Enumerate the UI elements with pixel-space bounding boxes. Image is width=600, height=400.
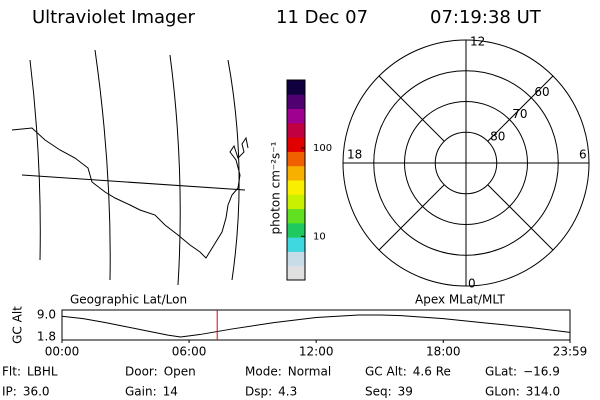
polar-diagonal [487,184,554,251]
color-band [287,151,305,167]
field-value: 39 [398,385,413,399]
y-tick-label: 9.0 [37,308,56,322]
map-label: Apex MLat/MLT [415,293,505,307]
color-band [287,222,305,238]
field-value: 36.0 [23,385,50,399]
field-value: LBHL [27,365,58,379]
color-band [287,208,305,224]
colorbar-tick-label: 10 [313,231,326,242]
y-tick-label: 1.8 [37,330,56,344]
field-value: −16.9 [523,365,560,379]
map [11,49,249,286]
colorbar-tick-label: 100 [313,143,332,154]
color-band [287,108,305,124]
field-value: 314.0 [526,385,560,399]
color-band [287,122,305,138]
altitude-ylabel: GC Alt [11,306,25,344]
field-value: Open [164,365,196,379]
polar-diagonal [487,75,554,142]
color-band [287,265,305,281]
time: 07:19:38 UT [430,7,542,28]
color-band [287,80,305,95]
x-tick-label: 00:00 [45,345,80,359]
colorbar-frame [286,79,306,281]
mlt-label: 0 [468,277,476,291]
map-label: Geographic Lat/Lon [70,293,187,307]
field-label: GC Alt: [365,365,407,379]
field-value: Normal [288,365,331,379]
coastline [11,127,249,259]
altitude-line [61,314,571,338]
color-band [287,165,305,181]
polar-diagonal [378,184,445,251]
color-band [287,251,305,267]
meridian [29,59,41,261]
field-value: 4.6 Re [413,365,451,379]
altitude-frame [61,309,571,341]
color-band [287,237,305,252]
field-label: Dsp: [245,385,272,399]
colorbar-label: photon cm⁻²s⁻¹ [269,141,283,234]
polar-ring-label: 80 [490,129,505,143]
color-band [287,180,305,195]
polar-ring-label: 70 [512,107,527,121]
field-label: Flt: [2,365,21,379]
date: 11 Dec 07 [276,7,368,28]
mlt-label: 12 [470,35,485,49]
polar-diagonal [378,75,445,142]
footer: Flt: LBHL Door: Open Mode: Normal GC Alt: 4.6 R… [2,365,560,399]
mlt-label: 6 [579,148,587,162]
field-value: 14 [163,385,178,399]
altitude-plot: 1.8 9.0 00:00 06:00 12:00 18:00 23:59 [37,308,587,359]
polar-ring-label: 60 [534,85,549,99]
latitude-line [21,174,246,191]
color-band [287,137,305,152]
field-label: Door: [125,365,158,379]
color-band [287,94,305,110]
field-value: 4.3 [278,385,297,399]
polar-grid: 80 70 60 12 0 18 6 [342,35,590,291]
color-band [287,194,305,210]
field-label: GLat: [485,365,517,379]
meridian [227,59,240,281]
x-tick-label: 12:00 [299,345,334,359]
x-tick-label: 23:59 [553,345,588,359]
field-label: Mode: [245,365,282,379]
colorbar: 10 100 [286,79,332,281]
title: Ultraviolet Imager [32,7,196,28]
field-label: Seq: [365,385,392,399]
x-tick-label: 18:00 [426,345,461,359]
field-label: GLon: [485,385,520,399]
meridian [169,54,181,286]
meridian [94,49,111,281]
field-label: IP: [2,385,17,399]
x-tick-label: 06:00 [172,345,207,359]
field-label: Gain: [125,385,157,399]
mlt-label: 18 [347,148,362,162]
